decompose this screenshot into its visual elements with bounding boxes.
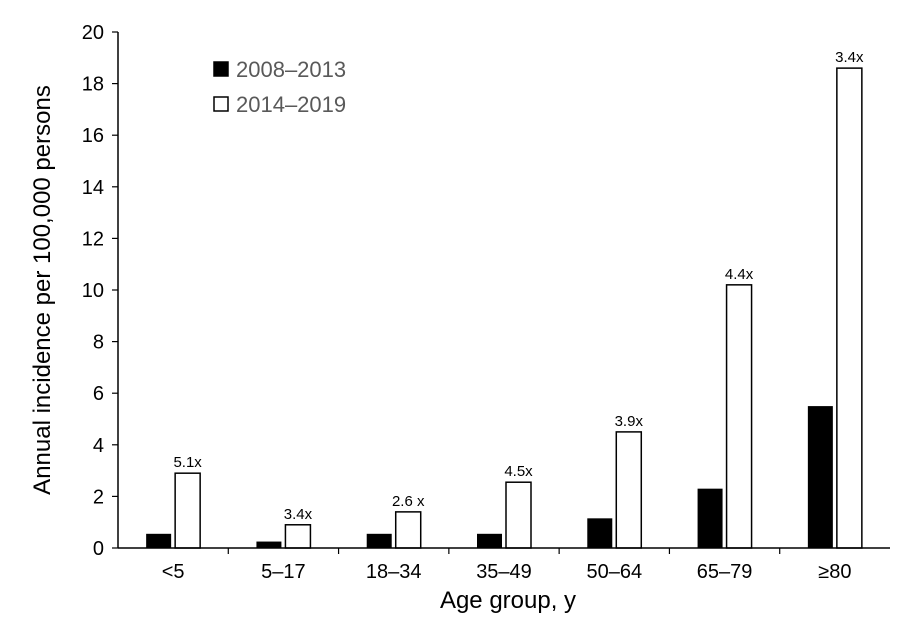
bar-2008-2013	[587, 518, 613, 548]
bar-2014-2019	[505, 481, 532, 549]
legend-swatch-2008-2013	[213, 61, 229, 77]
y-tick-label: 0	[93, 538, 104, 560]
ratio-label: 2.6 x	[392, 493, 425, 510]
ratio-label: 3.4x	[835, 49, 864, 66]
ratio-label: 4.4x	[725, 266, 754, 283]
bar-2014-2019	[284, 524, 312, 549]
bar-2008-2013	[256, 541, 282, 548]
y-tick-label: 8	[93, 332, 104, 354]
y-tick-label: 16	[82, 125, 104, 147]
bar-2014-2019	[836, 67, 863, 549]
y-tick-label: 4	[93, 435, 104, 457]
bar-2008-2013	[366, 533, 392, 548]
legend-swatch-2014-2019	[213, 96, 229, 112]
y-tick-label: 6	[93, 383, 104, 405]
y-tick-label: 20	[82, 22, 104, 44]
ratio-label: 3.9x	[615, 413, 644, 430]
bar-2008-2013	[807, 406, 833, 548]
ratio-annotations: 5.1x 3.4x 2.6 x 4.5x 3.9x 4.4x 3.4x	[173, 49, 864, 523]
ratio-label: 4.5x	[504, 463, 533, 480]
legend-label-2014-2019: 2014–2019	[236, 92, 346, 117]
x-category-label: 50–64	[586, 561, 642, 583]
x-category-label: <5	[162, 561, 185, 583]
y-tick-label: 18	[82, 74, 104, 96]
legend-label-2008-2013: 2008–2013	[236, 57, 346, 82]
ratio-label: 5.1x	[173, 454, 202, 471]
y-tick-label: 12	[82, 228, 104, 250]
x-category-label: ≥80	[818, 561, 851, 583]
x-axis-category-labels: <5 5–17 18–34 35–49 50–64 65–79 ≥80	[162, 548, 851, 583]
bar-2014-2019	[615, 431, 643, 549]
y-tick-label: 10	[82, 280, 104, 302]
bar-2014-2019	[725, 284, 753, 549]
legend: 2008–2013 2014–2019	[213, 57, 346, 117]
bar-2014-2019	[394, 511, 422, 549]
y-tick-label: 2	[93, 486, 104, 508]
y-axis-ticks: 0 2 4 6 8 10 12 14 16 18 20	[82, 22, 118, 560]
x-category-label: 5–17	[261, 561, 306, 583]
bar-2008-2013	[697, 488, 723, 548]
bar-2014-2019	[174, 472, 201, 549]
bars	[146, 67, 863, 549]
ratio-label: 3.4x	[284, 506, 313, 523]
bar-2008-2013	[477, 533, 502, 548]
y-tick-label: 14	[82, 177, 104, 199]
x-category-label: 35–49	[476, 561, 532, 583]
x-category-label: 65–79	[697, 561, 753, 583]
y-axis-title: Annual incidence per 100,000 persons	[29, 85, 56, 495]
x-category-label: 18–34	[366, 561, 422, 583]
x-axis-title: Age group, y	[440, 587, 576, 614]
bar-2008-2013	[146, 533, 172, 548]
